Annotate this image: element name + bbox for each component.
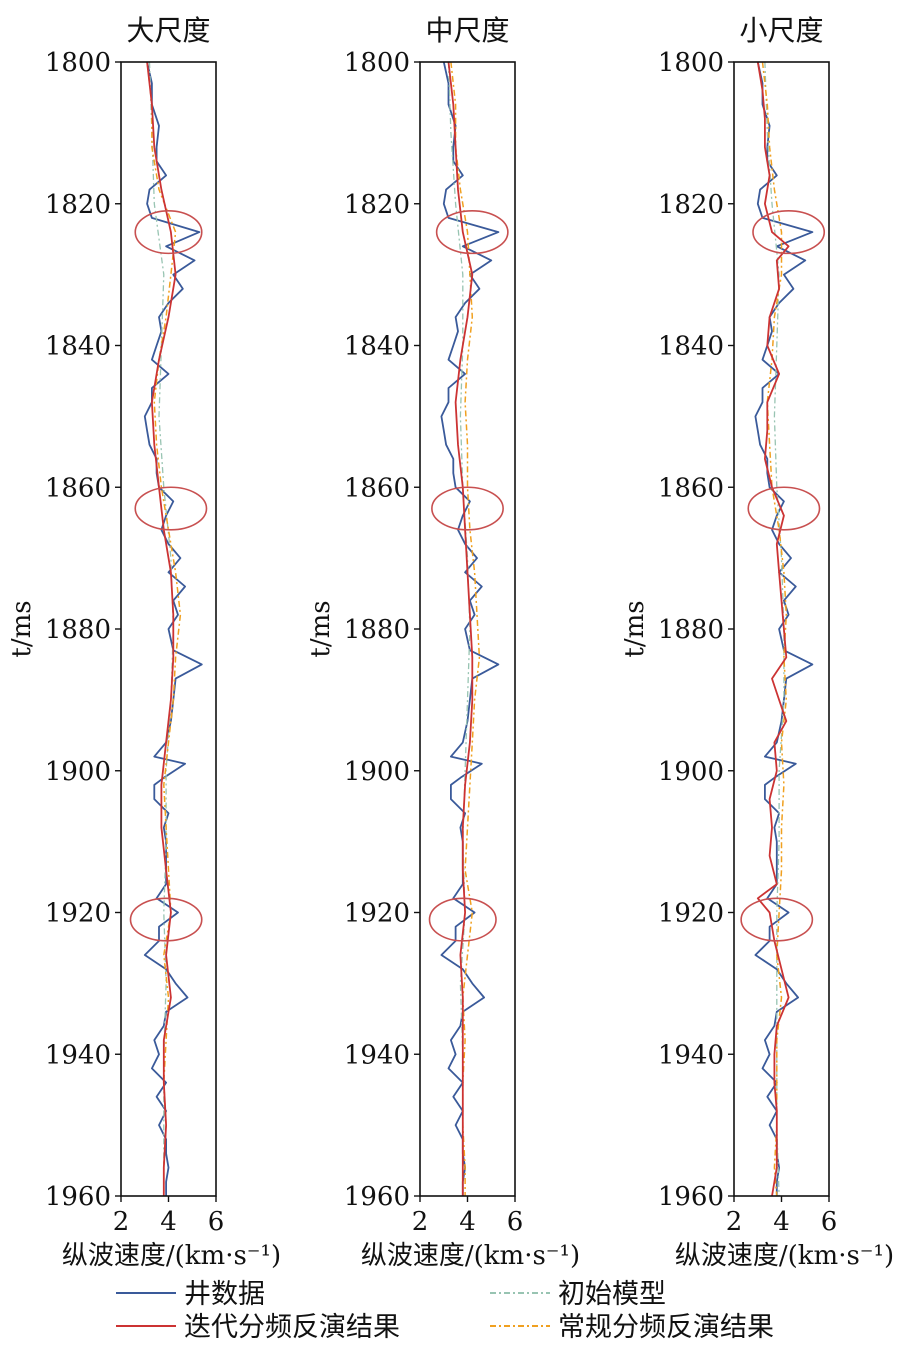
y-tick-label: 1940: [45, 1040, 111, 1070]
y-tick-label: 1920: [45, 899, 111, 929]
x-tick-label: 4: [459, 1207, 476, 1237]
series-line-initial: [447, 61, 471, 1196]
y-tick-label: 1800: [45, 48, 111, 78]
highlight-ellipse-1: [134, 210, 203, 255]
y-tick-label: 1820: [658, 190, 724, 220]
y-tick-label: 1820: [344, 190, 410, 220]
y-axis-label: t/ms: [7, 600, 37, 657]
x-tick-label: 2: [726, 1207, 743, 1237]
y-tick-label: 1880: [658, 615, 724, 645]
y-tick-label: 1800: [658, 48, 724, 78]
y-tick-label: 1900: [658, 757, 724, 787]
highlight-ellipse-2: [431, 486, 504, 531]
panel-title: 小尺度: [739, 14, 823, 47]
y-axis-label: t/ms: [620, 600, 650, 657]
highlight-ellipse-1: [752, 210, 826, 255]
y-tick-label: 1860: [45, 473, 111, 503]
y-tick-label: 1880: [344, 615, 410, 645]
y-tick-label: 1880: [45, 615, 111, 645]
highlight-ellipse-2: [134, 486, 208, 531]
panel-title: 大尺度: [126, 14, 210, 47]
y-tick-label: 1840: [45, 332, 111, 362]
highlight-ellipse-1: [435, 210, 509, 255]
y-tick-label: 1960: [45, 1182, 111, 1212]
legend-label: 迭代分频反演结果: [184, 1312, 400, 1343]
x-tick-label: 4: [160, 1207, 177, 1237]
legend-item-conventional: 常规分频反演结果: [490, 1312, 774, 1343]
x-tick-label: 6: [507, 1207, 524, 1237]
y-tick-label: 1940: [658, 1040, 724, 1070]
y-tick-label: 1800: [344, 48, 410, 78]
y-tick-label: 1960: [344, 1182, 410, 1212]
x-tick-label: 2: [113, 1207, 130, 1237]
highlight-ellipse-3: [740, 897, 814, 942]
y-tick-label: 1820: [45, 190, 111, 220]
legend-item-well: 井数据: [116, 1279, 265, 1310]
y-tick-label: 1920: [658, 899, 724, 929]
legend-item-initial: 初始模型: [490, 1279, 666, 1310]
x-axis-label: 纵波速度/(km·s⁻¹): [62, 1241, 281, 1271]
x-axis-label: 纵波速度/(km·s⁻¹): [361, 1241, 580, 1271]
x-axis-label: 纵波速度/(km·s⁻¹): [675, 1241, 894, 1271]
y-tick-label: 1940: [344, 1040, 410, 1070]
legend-item-iterative: 迭代分频反演结果: [116, 1312, 400, 1343]
x-tick-label: 6: [208, 1207, 225, 1237]
panel-title: 中尺度: [425, 14, 509, 47]
y-tick-label: 1920: [344, 899, 410, 929]
y-tick-label: 1840: [344, 332, 410, 362]
legend-label: 井数据: [184, 1279, 265, 1310]
x-tick-label: 4: [773, 1207, 790, 1237]
y-tick-label: 1840: [658, 332, 724, 362]
y-tick-label: 1900: [45, 757, 111, 787]
x-tick-label: 2: [412, 1207, 429, 1237]
y-tick-label: 1960: [658, 1182, 724, 1212]
legend-label: 初始模型: [558, 1279, 666, 1310]
legend-label: 常规分频反演结果: [558, 1312, 774, 1343]
series-line-well: [754, 61, 814, 1196]
y-axis-label: t/ms: [306, 600, 336, 657]
series-line-iterative: [756, 61, 790, 1197]
series-line-iterative: [146, 61, 177, 1196]
highlight-ellipse-3: [428, 897, 497, 942]
y-tick-label: 1860: [658, 473, 724, 503]
highlight-ellipse-3: [129, 897, 203, 942]
y-tick-label: 1860: [344, 473, 410, 503]
series-line-initial: [148, 61, 174, 1196]
highlight-ellipse-2: [747, 486, 821, 531]
y-tick-label: 1900: [344, 757, 410, 787]
x-tick-label: 6: [821, 1207, 838, 1237]
